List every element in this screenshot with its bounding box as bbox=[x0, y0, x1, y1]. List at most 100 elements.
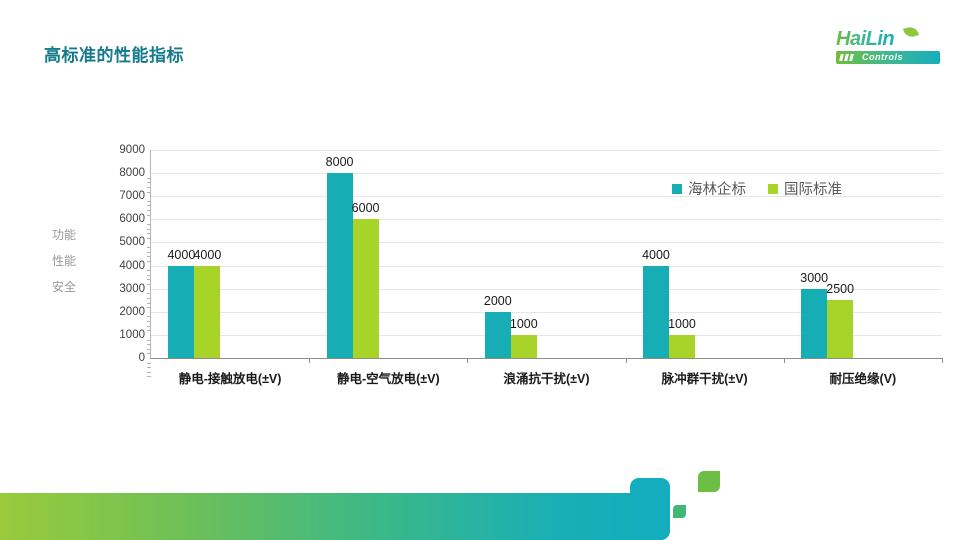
chart-bar[interactable]: 3000 bbox=[800, 271, 828, 358]
y-axis-tick-label: 5000 bbox=[119, 236, 145, 249]
y-axis-tick-label: 4000 bbox=[119, 259, 145, 272]
y-axis-tick-label: 0 bbox=[138, 352, 145, 364]
y-axis-minor-tick bbox=[147, 367, 151, 369]
chart-bar[interactable]: 1000 bbox=[668, 317, 696, 358]
chart-bar-pair: 3000 2500 bbox=[800, 150, 854, 358]
chart-bar-value-label: 1000 bbox=[509, 316, 538, 331]
y-axis-minor-tick bbox=[147, 376, 151, 378]
x-axis-separator-tick bbox=[309, 358, 311, 363]
y-axis-minor-tick bbox=[147, 371, 151, 373]
y-axis-minor-tick bbox=[147, 307, 151, 309]
footer-decoration bbox=[0, 450, 960, 540]
y-axis-tick-label: 8000 bbox=[119, 167, 145, 180]
chart-bar[interactable]: 4000 bbox=[193, 248, 221, 358]
bar-chart: 0 1000 2000 3000 4000 5000 6000 7000 8000 9000 400… bbox=[112, 143, 943, 388]
chart-bar[interactable]: 8000 bbox=[326, 155, 353, 358]
chart-bar[interactable]: 2500 bbox=[826, 282, 854, 358]
logo-bars-icon bbox=[839, 54, 857, 61]
leaf-icon bbox=[902, 25, 920, 39]
footer-accent-square-small bbox=[673, 505, 686, 518]
y-axis-minor-tick bbox=[147, 316, 151, 318]
chart-bar-value-label: 4000 bbox=[642, 247, 670, 262]
y-axis-minor-tick bbox=[147, 237, 151, 239]
chart-bar-value-label: 4000 bbox=[167, 247, 196, 262]
chart-category-group: 2000 1000 浪涌抗干扰(±V) bbox=[467, 150, 625, 386]
y-axis-minor-tick bbox=[147, 177, 151, 179]
chart-gridline bbox=[151, 150, 942, 151]
logo-wordmark: HaiLin bbox=[836, 28, 895, 50]
chart-bar-value-label: 6000 bbox=[351, 201, 380, 216]
side-category-label: 功能 性能 安全 bbox=[52, 222, 76, 300]
y-axis-tick-label: 9000 bbox=[119, 144, 145, 156]
footer-gradient-bar bbox=[0, 493, 648, 540]
chart-category-group: 4000 1000 脉冲群干扰(±V) bbox=[626, 150, 784, 386]
y-axis-tick-label: 7000 bbox=[119, 190, 145, 203]
side-label-line-3: 安全 bbox=[52, 280, 77, 294]
chart-gridline bbox=[151, 265, 942, 267]
y-axis-minor-tick bbox=[147, 210, 151, 212]
x-axis-category-label: 静电-接触放电(±V) bbox=[178, 372, 282, 386]
chart-gridline bbox=[151, 242, 942, 244]
legend-label-series-1: 海林企标 bbox=[688, 182, 746, 198]
side-label-line-2: 性能 bbox=[52, 254, 77, 268]
y-axis-minor-tick bbox=[147, 223, 151, 225]
y-axis-minor-tick bbox=[147, 233, 151, 235]
chart-bar[interactable]: 2000 bbox=[484, 294, 512, 358]
y-axis-minor-tick bbox=[147, 297, 151, 299]
y-axis-minor-tick bbox=[147, 191, 151, 193]
legend-item-series-2: 国际标准 bbox=[768, 178, 842, 199]
y-axis-tick-label: 2000 bbox=[119, 305, 145, 318]
y-axis-minor-tick bbox=[147, 270, 151, 272]
logo-subtext: Controls bbox=[862, 52, 903, 62]
y-axis-minor-tick bbox=[147, 279, 151, 281]
chart-gridline bbox=[151, 173, 942, 175]
chart-bar-pair: 4000 1000 bbox=[642, 150, 696, 358]
chart-bar[interactable]: 4000 bbox=[642, 248, 670, 358]
footer-accent-square-large bbox=[698, 471, 720, 492]
y-axis-minor-tick bbox=[147, 325, 151, 327]
y-axis-minor-tick bbox=[147, 293, 151, 295]
y-axis-minor-tick bbox=[147, 344, 151, 346]
y-axis-minor-tick bbox=[147, 284, 151, 286]
x-axis-separator-tick bbox=[625, 358, 627, 363]
y-axis-minor-tick bbox=[147, 260, 151, 262]
x-axis-category-label: 耐压绝缘(V) bbox=[829, 372, 897, 386]
chart-gridline bbox=[151, 311, 942, 313]
x-axis-separator-tick bbox=[467, 358, 469, 363]
chart-plot-area: 0 1000 2000 3000 4000 5000 6000 7000 8000 9000 400… bbox=[119, 144, 943, 386]
chart-bar-pair: 4000 4000 bbox=[167, 150, 221, 358]
y-axis-minor-tick bbox=[147, 353, 151, 355]
chart-bar-value-label: 2000 bbox=[483, 293, 512, 308]
y-axis-minor-tick bbox=[147, 247, 151, 249]
y-axis-minor-tick bbox=[147, 186, 151, 188]
y-axis-minor-tick bbox=[147, 274, 151, 276]
chart-gridline bbox=[151, 219, 942, 221]
y-axis-minor-tick bbox=[147, 200, 151, 202]
side-label-line-1: 功能 bbox=[52, 228, 77, 242]
legend-swatch-series-2 bbox=[768, 183, 778, 194]
chart-category-group: 4000 4000 静电-接触放电(±V) bbox=[151, 150, 309, 386]
legend-swatch-series-1 bbox=[672, 183, 682, 194]
chart-legend: 海林企标 国际标准 bbox=[672, 178, 842, 199]
y-axis-minor-tick bbox=[147, 302, 151, 304]
y-axis-tick-label: 3000 bbox=[119, 282, 145, 295]
y-axis-minor-tick bbox=[147, 228, 151, 230]
chart-bar-pair: 8000 6000 bbox=[326, 150, 379, 358]
chart-bar[interactable]: 1000 bbox=[510, 317, 538, 358]
x-axis-category-label: 浪涌抗干扰(±V) bbox=[503, 372, 590, 386]
legend-item-series-1: 海林企标 bbox=[672, 178, 746, 199]
y-axis-minor-tick bbox=[147, 251, 151, 253]
chart-gridline bbox=[151, 288, 942, 290]
y-axis-minor-tick bbox=[147, 339, 151, 341]
chart-bar-value-label: 2500 bbox=[826, 282, 855, 297]
x-axis-category-label: 脉冲群干扰(±V) bbox=[661, 372, 748, 386]
x-axis-separator-tick bbox=[942, 358, 943, 363]
chart-bar[interactable]: 6000 bbox=[352, 201, 379, 358]
brand-logo: HaiLin Controls bbox=[830, 25, 942, 70]
x-axis-separator-tick bbox=[783, 358, 785, 363]
chart-bar[interactable]: 4000 bbox=[167, 248, 195, 358]
legend-label-series-2: 国际标准 bbox=[784, 182, 842, 198]
y-axis-minor-tick bbox=[147, 348, 151, 350]
chart-bar-value-label: 1000 bbox=[668, 316, 696, 331]
chart-gridline bbox=[151, 334, 942, 336]
